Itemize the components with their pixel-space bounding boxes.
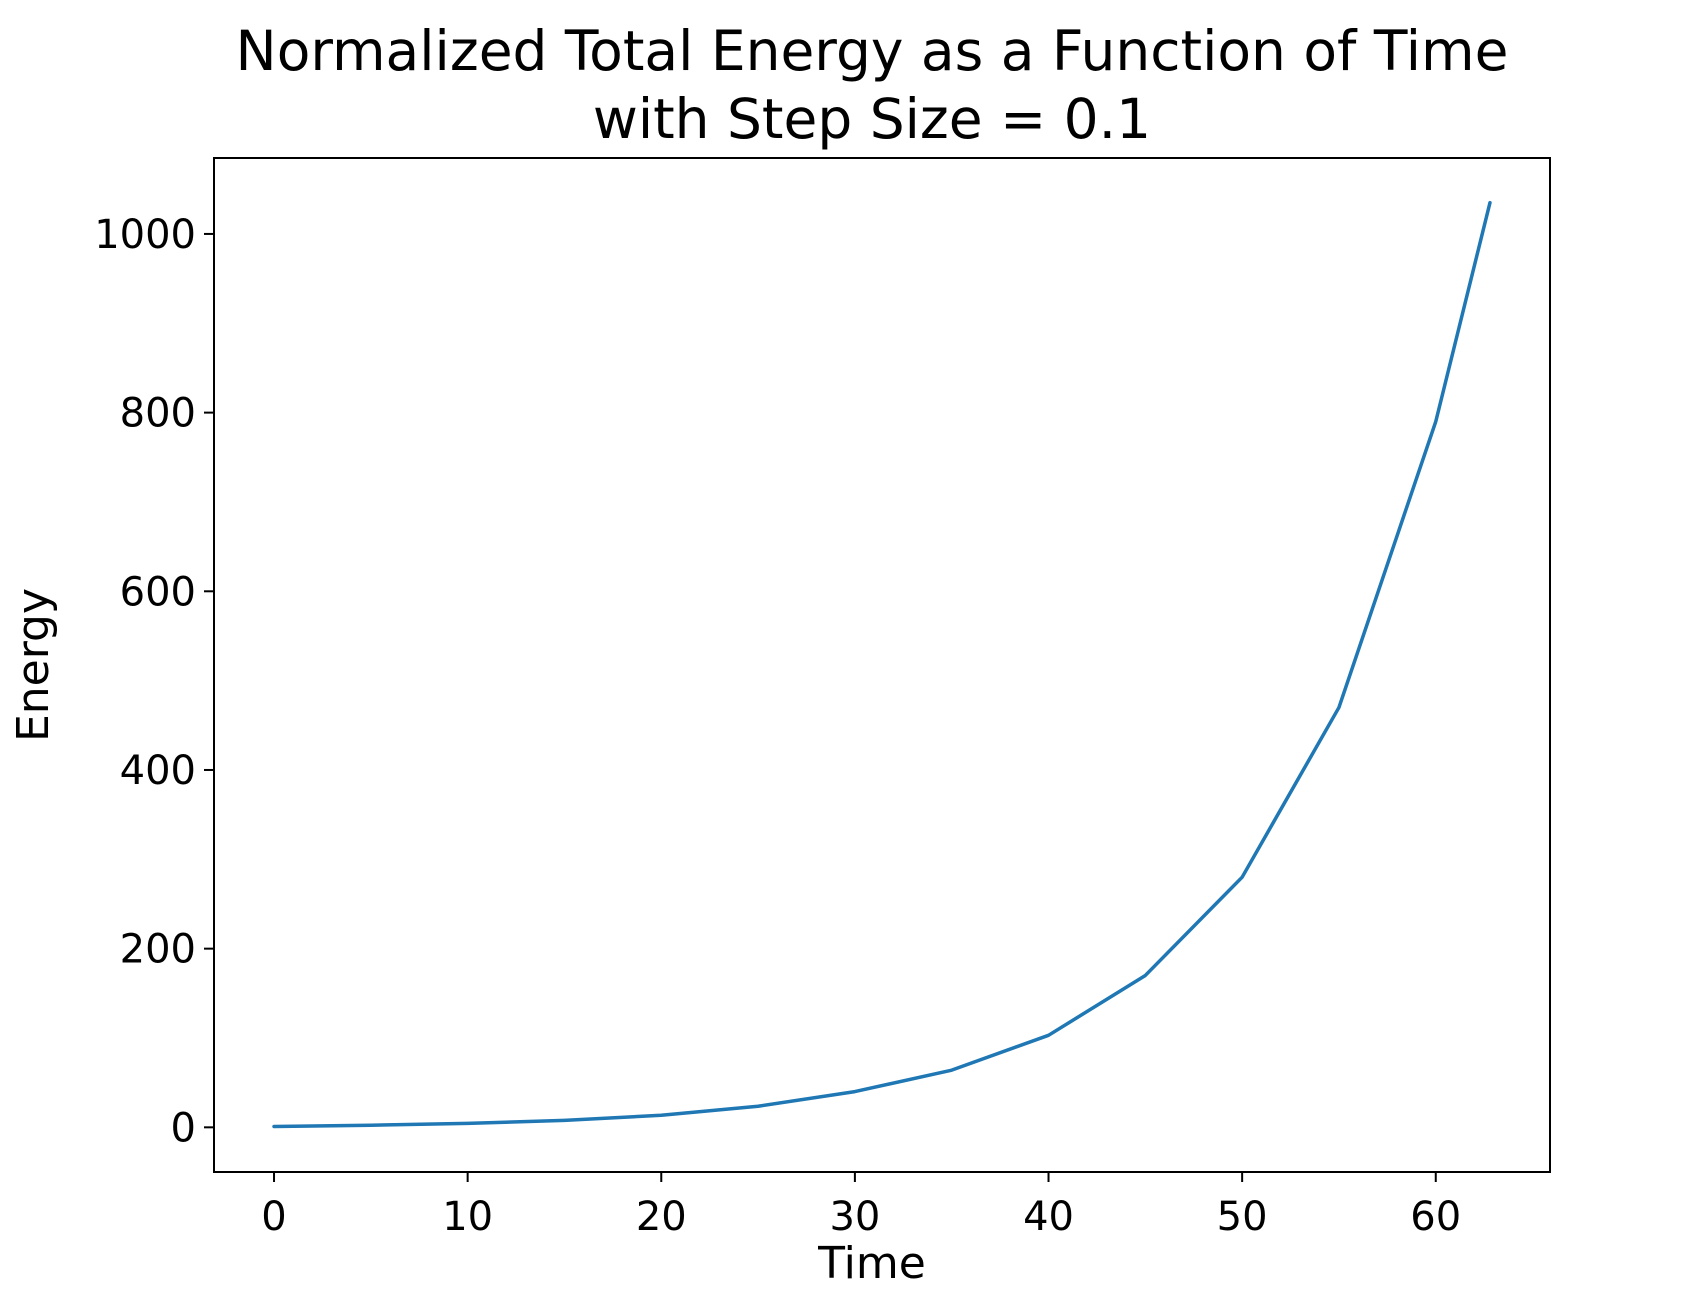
y-tick-label: 0 [171, 1105, 196, 1151]
y-tick-label: 800 [120, 391, 196, 437]
x-axis-label: Time [817, 1238, 926, 1289]
y-tick-label: 400 [120, 748, 196, 794]
x-axis-ticks: 0 10 20 30 40 50 60 [261, 1172, 1461, 1240]
y-tick-label: 1000 [94, 212, 196, 258]
series-line-0 [272, 200, 1492, 1129]
chart-title: Normalized Total Energy as a Function of… [236, 19, 1509, 83]
y-tick-label: 200 [120, 927, 196, 973]
x-tick-label: 0 [261, 1194, 286, 1240]
x-tick-label: 60 [1410, 1194, 1461, 1240]
x-tick-label: 10 [442, 1194, 493, 1240]
x-tick-label: 30 [829, 1194, 880, 1240]
y-tick-label: 600 [120, 569, 196, 615]
y-axis-ticks: 0 200 400 600 800 1000 [94, 212, 214, 1151]
x-tick-label: 20 [636, 1194, 687, 1240]
x-tick-label: 50 [1217, 1194, 1268, 1240]
x-tick-label: 40 [1023, 1194, 1074, 1240]
chart-subtitle: with Step Size = 0.1 [593, 87, 1151, 151]
plot-area [272, 200, 1492, 1129]
axes-frame [213, 157, 1551, 1173]
y-axis-label: Energy [8, 588, 59, 742]
